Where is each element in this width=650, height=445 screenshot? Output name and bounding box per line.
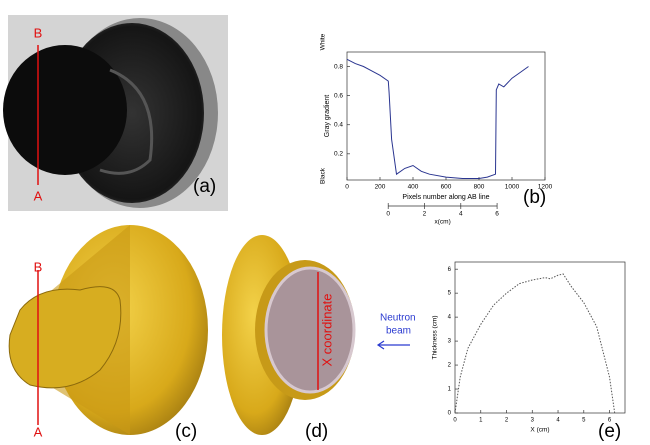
axis-annotation: White [320, 33, 327, 50]
data-line [454, 273, 616, 414]
y-tick-label: 5 [448, 291, 452, 297]
x2-tick-label: 4 [459, 211, 463, 218]
x-tick-label: 5 [582, 418, 586, 424]
x-tick-label: 0 [345, 184, 349, 191]
x2-axis-label: x(cm) [435, 219, 451, 226]
render-3d-cut [222, 235, 356, 435]
panel-label: (e) [598, 421, 621, 442]
beam-label: beam [386, 326, 411, 337]
x-tick-label: 6 [608, 418, 612, 424]
x-tick-label: 1000 [505, 184, 520, 191]
render-3d [8, 225, 208, 435]
plot-frame [454, 261, 626, 414]
y-tick-label: 6 [448, 267, 452, 273]
x-tick-label: 1200 [538, 184, 553, 191]
x-axis-label: Pixels number along AB line [402, 194, 489, 201]
y-tick-label: 0.6 [334, 92, 343, 99]
x-tick-label: 0 [453, 418, 457, 424]
data-line [346, 58, 529, 179]
x-tick-label: 2 [505, 418, 509, 424]
line-end: B [34, 259, 43, 274]
y-tick-label: 0.4 [334, 121, 343, 128]
x2-tick-label: 0 [386, 211, 390, 218]
y-tick-label: 1 [448, 387, 452, 393]
x2-tick-label: 6 [495, 211, 499, 218]
x-tick-label: 800 [474, 184, 485, 191]
y-tick-label: 0 [448, 411, 452, 417]
line-end: B [34, 25, 43, 40]
x-tick-label: 600 [441, 184, 452, 191]
y-axis-label: Thickness (cm) [432, 315, 439, 359]
x-tick-label: 3 [531, 418, 535, 424]
y-tick-label: 0.2 [334, 151, 343, 158]
y-tick-label: 2 [448, 363, 452, 369]
panel-label: (c) [175, 421, 197, 442]
beam-label: Neutron [380, 313, 416, 324]
y-tick-label: 0.8 [334, 63, 343, 70]
axis-annotation: Black [320, 167, 327, 184]
plot-frame [346, 51, 546, 181]
x-tick-label: 400 [408, 184, 419, 191]
x-axis-label: X (cm) [530, 427, 549, 434]
line-end: A [34, 188, 43, 203]
beam-arrow [376, 340, 410, 350]
x-tick-label: 200 [375, 184, 386, 191]
line-end: A [34, 424, 43, 439]
y-tick-label: 3 [448, 339, 452, 345]
y-tick-label: 4 [448, 315, 452, 321]
x-tick-label: 4 [556, 418, 560, 424]
panel-label: (a) [193, 176, 216, 197]
panel-label: (b) [523, 187, 546, 208]
x2-tick-label: 2 [423, 211, 427, 218]
x-tick-label: 1 [479, 418, 483, 424]
radiograph [3, 15, 228, 211]
panel-label: (d) [305, 421, 328, 442]
coordinate-label: X coordinate [319, 294, 334, 367]
y-axis-label: Gray gradient [324, 95, 331, 137]
